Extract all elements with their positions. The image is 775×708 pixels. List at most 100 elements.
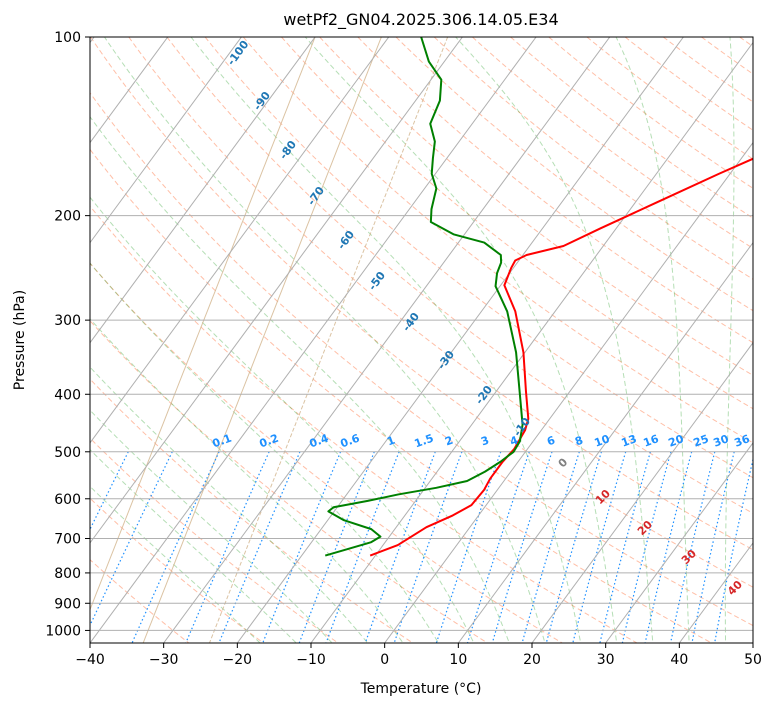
mixing-ratio-label: 3 (479, 434, 491, 449)
dry-adiabat-line (204, 37, 753, 479)
mixing-ratio-line (691, 451, 735, 643)
moist-adiabat-line (455, 37, 654, 643)
moist-adiabat-line (190, 37, 582, 643)
mixing-ratio-line (644, 451, 693, 643)
mixing-ratio-line (364, 451, 436, 643)
x-tick-label: −10 (296, 652, 326, 668)
mixing-ratio-label: 1.5 (413, 432, 436, 451)
y-tick-label: 400 (54, 387, 81, 403)
mixing-ratio-label: 13 (620, 432, 639, 449)
mixing-ratio-label: 2 (443, 434, 455, 449)
y-tick-label: 200 (54, 209, 81, 225)
mixing-ratio-label: 0.2 (258, 432, 281, 451)
moist-adiabat-line (90, 409, 333, 643)
isotherm-line (90, 37, 169, 144)
mixing-ratio-label: 1 (385, 434, 397, 449)
y-tick-label: 1000 (45, 623, 81, 639)
dry-adiabat-line (281, 37, 753, 410)
moist-adiabat-line (90, 262, 440, 643)
dry-adiabat-line (242, 37, 753, 444)
mixing-ratio-line (466, 451, 530, 643)
mixing-ratio-line (325, 451, 400, 643)
mixing-ratio-label: 0.6 (339, 431, 362, 450)
y-tick-label: 300 (54, 313, 81, 329)
temperature-profile-line (369, 157, 753, 557)
axis-ticks: −40 −30 −20 −10 0 10 20 30 40 5010020030040050060… (45, 30, 762, 668)
dry-adiabat-line (510, 37, 753, 219)
mixing-ratio-label: 0.4 (308, 431, 331, 450)
x-tick-label: 0 (380, 652, 389, 668)
dry-adiabat-line (90, 91, 753, 627)
x-tick-label: −20 (223, 652, 253, 668)
lcl-curve (142, 37, 382, 643)
isotherm-line (163, 37, 611, 643)
y-tick-label: 600 (54, 492, 81, 508)
lcl-curve (90, 37, 316, 611)
isotherm-line (90, 37, 537, 643)
moist-adiabat-line (90, 196, 475, 643)
isotherm-line (384, 141, 753, 643)
plot-area (90, 37, 753, 643)
x-axis-title: Temperature (°C) (360, 681, 482, 697)
moist-adiabat-line (90, 318, 404, 643)
mixing-ratio-line (262, 451, 342, 643)
x-tick-label: −40 (75, 652, 105, 668)
moist-adiabat-line (90, 448, 297, 643)
dry-adiabat-line (90, 37, 753, 588)
isotherm-line (90, 37, 243, 244)
y-tick-label: 800 (54, 566, 81, 582)
mixing-ratio-label: 25 (692, 432, 711, 449)
mixing-ratio-label: 10 (593, 432, 612, 450)
x-tick-label: 40 (670, 652, 688, 668)
y-tick-label: 100 (54, 30, 81, 46)
mixing-ratio-label: 30 (712, 432, 731, 450)
y-tick-label: 700 (54, 532, 81, 548)
dry-adiabat-line (166, 37, 753, 514)
dry-adiabat-line (433, 37, 753, 280)
mixing-ratio-line (218, 451, 301, 643)
dewpoint-profile-line (324, 37, 524, 557)
isotherm-line (90, 37, 316, 344)
isotherm-line (678, 542, 753, 643)
mixing-ratio-label: 0.1 (211, 432, 234, 451)
dry-adiabat-line (90, 148, 713, 643)
dry-adiabat-line (395, 37, 753, 312)
mixing-ratio-line (572, 451, 627, 643)
mixing-ratio-label: 6 (545, 433, 557, 448)
x-tick-label: 20 (523, 652, 541, 668)
dry-adiabat-line (128, 37, 753, 551)
mixing-ratio-line (621, 451, 672, 643)
moist-adiabat-line (104, 37, 546, 643)
chart-title: wetPf2_GN04.2025.306.14.05.E34 (283, 10, 558, 30)
isotherm-line (90, 37, 464, 544)
mixing-ratio-label: 36 (733, 432, 752, 450)
mixing-ratio-label: 16 (642, 432, 661, 450)
isotherm-line (236, 37, 685, 643)
mixing-ratio-line (669, 451, 716, 643)
y-axis-title: Pressure (hPa) (12, 290, 28, 390)
isotherm-line (90, 37, 390, 444)
plot-frame (89, 36, 754, 644)
dry-adiabat-line (90, 320, 489, 643)
moist-adiabat-line (90, 115, 510, 643)
mixing-ratio-label: 4 (508, 433, 520, 448)
lcl-curve (208, 37, 449, 643)
isotherm-line (310, 41, 753, 643)
x-tick-label: −30 (149, 652, 179, 668)
x-tick-label: 10 (449, 652, 467, 668)
moist-adiabat-line (615, 37, 690, 643)
x-tick-label: 30 (597, 652, 615, 668)
y-tick-label: 500 (54, 445, 81, 461)
moist-adiabat-line (724, 37, 735, 643)
isotherm-line (605, 442, 753, 643)
mixing-ratio-line (185, 451, 270, 643)
mixing-ratio-label: 8 (573, 434, 585, 449)
x-tick-label: 50 (744, 652, 762, 668)
mixing-ratio-line (491, 451, 553, 643)
moist-adiabat-line (304, 37, 618, 643)
dry-adiabat-line (586, 37, 753, 160)
mixing-ratio-line (90, 451, 173, 627)
mixing-ratio-line (545, 451, 603, 643)
mixing-ratio-line (298, 451, 375, 643)
